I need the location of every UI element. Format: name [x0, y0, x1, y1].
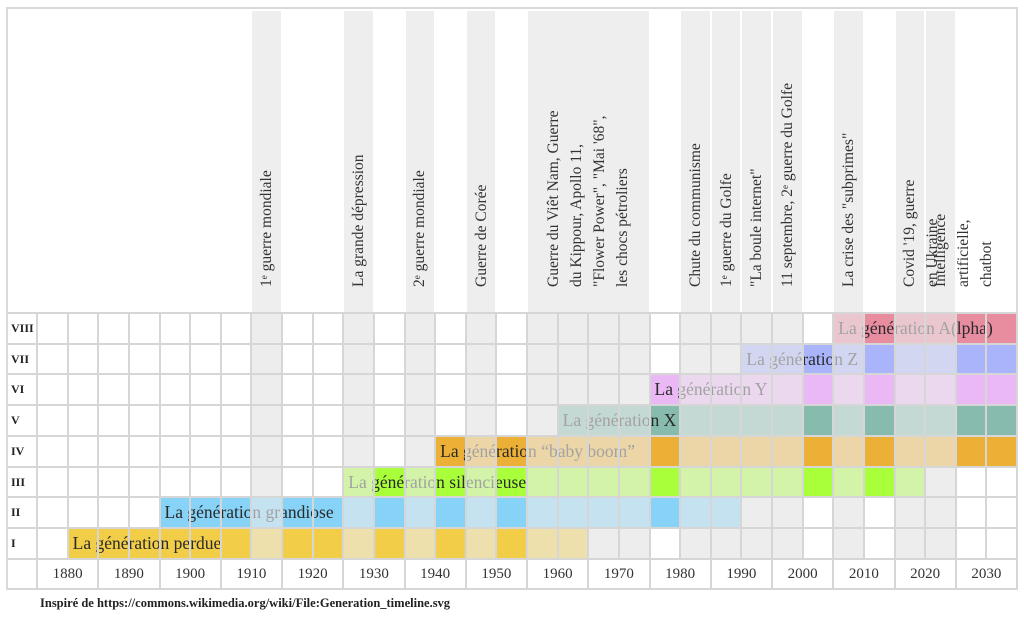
- year-tick-label: 1960: [542, 565, 573, 582]
- event-band: [711, 11, 741, 313]
- grid-line-vertical: [709, 558, 712, 590]
- generation-timeline-chart: La génération perdue La génération grandi…: [6, 7, 1018, 591]
- grid-line-vertical: [587, 558, 590, 590]
- event-band: [405, 11, 435, 313]
- grid-line-horizontal: [8, 312, 1016, 314]
- source-credit: Inspiré de https://commons.wikimedia.org…: [40, 596, 451, 610]
- event-band: [466, 11, 496, 313]
- year-tick-label: 1940: [420, 565, 451, 582]
- event-label: 2ᵉ guerre mondiale: [411, 170, 429, 287]
- grid-line-horizontal: [8, 342, 1016, 345]
- grid-line-vertical: [526, 558, 528, 590]
- grid-line-vertical: [954, 558, 957, 590]
- event-band: [834, 11, 863, 313]
- grid-line-vertical: [158, 558, 161, 590]
- grid-line-vertical: [219, 558, 222, 590]
- year-tick-label: 1970: [603, 565, 634, 582]
- event-band: [773, 11, 802, 313]
- grid-line-vertical: [97, 558, 100, 590]
- grid-line-vertical: [893, 558, 896, 590]
- row-label: II: [11, 505, 21, 520]
- event-label: La grande dépression: [350, 154, 368, 287]
- event-label: Intelligence artificielle, chatbot: [931, 213, 995, 287]
- row-label: VIII: [11, 321, 34, 335]
- row-label: III: [11, 474, 26, 489]
- event-label: Chute du communisme: [686, 143, 704, 287]
- year-tick-label: 2030: [971, 565, 1002, 582]
- year-tick-label: 1890: [113, 565, 144, 582]
- grid-line-vertical: [281, 558, 283, 590]
- grid-line-vertical: [36, 313, 38, 590]
- year-tick-label: 1880: [52, 565, 83, 582]
- grid-line-vertical: [771, 558, 773, 590]
- event-label: 11 septembre, 2ᵉ guerre du Golfe: [778, 83, 796, 287]
- row-label: VI: [11, 382, 25, 397]
- year-tick-label: 2010: [848, 565, 879, 582]
- grid-line-horizontal: [8, 434, 1016, 437]
- year-tick-label: 1920: [297, 565, 328, 582]
- grid-line-vertical: [1016, 313, 1018, 559]
- grid-line-horizontal: [8, 496, 1016, 499]
- year-tick-label: 1980: [665, 565, 696, 582]
- row-label: VII: [11, 351, 30, 366]
- row-label: V: [11, 413, 20, 428]
- year-tick-label: 2020: [910, 565, 941, 582]
- event-label: 1ᵉ guerre mondiale: [258, 170, 276, 287]
- grid-line-horizontal: [8, 465, 1016, 468]
- year-tick-label: 1950: [481, 565, 512, 582]
- grid-line-vertical: [1016, 558, 1018, 590]
- event-band: [895, 11, 925, 313]
- event-label: La crise des "subprimes": [840, 132, 858, 287]
- generation-label: La génération grandiose: [164, 502, 334, 523]
- event-band: [344, 11, 373, 313]
- grid-line-vertical: [403, 558, 406, 590]
- grid-line-horizontal: [8, 404, 1016, 407]
- year-tick-label: 1910: [236, 565, 267, 582]
- event-label: "La boule internet": [748, 168, 766, 287]
- grid-line-horizontal: [8, 526, 1016, 529]
- year-tick-label: 1900: [175, 565, 206, 582]
- row-label: IV: [11, 443, 25, 458]
- grid-line-horizontal: [8, 557, 1016, 560]
- grid-line-vertical: [832, 558, 835, 590]
- grid-line-vertical: [464, 558, 467, 590]
- event-band: [252, 11, 281, 313]
- row-label: I: [11, 535, 16, 550]
- event-band: [681, 11, 710, 313]
- event-label: Guerre de Corée: [472, 184, 490, 287]
- grid-line-vertical: [648, 558, 651, 590]
- year-tick-label: 1930: [358, 565, 389, 582]
- generation-bar: [67, 527, 589, 559]
- event-band: [528, 11, 649, 313]
- grid-line-horizontal: [8, 373, 1016, 376]
- year-tick-label: 1990: [726, 565, 757, 582]
- event-label: Guerre du Viêt Nam, Guerre du Kippour, A…: [545, 110, 632, 287]
- grid-line-vertical: [342, 558, 345, 590]
- event-band: [742, 11, 771, 313]
- year-tick-label: 2000: [787, 565, 818, 582]
- generation-label: La génération perdue: [72, 532, 222, 553]
- event-label: 1ᵉ guerre du Golfe: [717, 173, 735, 287]
- grid-line-horizontal: [8, 588, 1016, 591]
- event-band: [926, 11, 955, 313]
